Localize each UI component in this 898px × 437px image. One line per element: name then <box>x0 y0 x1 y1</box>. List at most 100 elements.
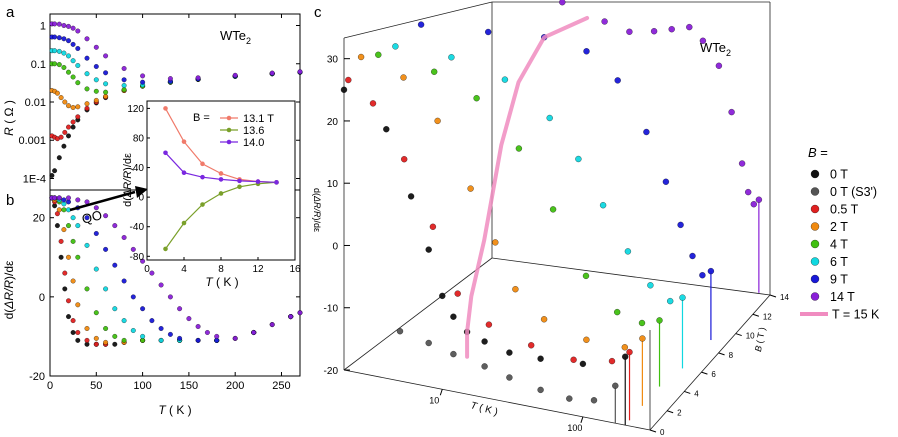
x-tick-label: 50 <box>90 380 102 392</box>
legend-marker <box>226 115 232 121</box>
data-point <box>639 335 646 342</box>
data-point <box>417 21 425 28</box>
legend-marker <box>810 274 820 284</box>
data-point <box>383 126 390 133</box>
data-point <box>745 188 752 196</box>
data-point <box>75 104 81 110</box>
data-point <box>84 86 90 92</box>
data-point <box>112 341 118 347</box>
panel-a-series <box>49 21 303 178</box>
data-point <box>93 77 99 83</box>
b-tick <box>769 294 777 298</box>
data-point <box>58 254 64 260</box>
data-point <box>570 356 577 363</box>
b-tick <box>666 410 674 414</box>
data-point <box>566 395 573 402</box>
data-point <box>103 81 109 87</box>
inset-series <box>163 106 279 252</box>
data-point <box>66 69 71 75</box>
data-point <box>121 66 127 71</box>
y-tick-label: 20 <box>33 213 45 225</box>
data-point <box>70 25 76 31</box>
data-point <box>52 48 58 54</box>
data-point <box>58 238 64 244</box>
data-point <box>61 197 67 203</box>
inset-point <box>163 150 168 156</box>
data-point <box>112 223 118 229</box>
b-tick-label: 14 <box>780 293 789 302</box>
data-point <box>61 227 67 233</box>
data-point <box>93 341 99 347</box>
data-point <box>93 97 99 103</box>
data-point <box>195 324 201 329</box>
data-point <box>49 173 55 178</box>
series-0-T-S3- <box>396 328 619 404</box>
series-14-T <box>49 21 303 82</box>
legend-label: 13.1 T <box>243 113 274 125</box>
inset-point <box>237 184 242 190</box>
data-point <box>84 71 90 77</box>
legend-label: 13.6 <box>243 125 264 137</box>
legend-marker <box>226 127 232 133</box>
data-point <box>269 322 275 328</box>
y-tick-label: 40 <box>133 163 145 174</box>
series-4-T <box>375 51 663 327</box>
series-2-T <box>357 53 646 351</box>
data-point <box>93 64 99 69</box>
data-point <box>546 114 553 122</box>
data-point <box>232 72 238 78</box>
data-point <box>396 328 404 335</box>
panel-a-material: WTe2 <box>220 28 251 46</box>
panel-a-y-ticks: 1 0.1 0.01 0.001 1E-4 <box>18 21 300 185</box>
panel-c-legend: B = 0 T 0 T (S3') 0.5 T 2 T 4 T 6 T 9 T 14 T T =… <box>800 145 880 322</box>
inset-x-label: T ( K ) <box>205 275 238 289</box>
data-point <box>75 46 81 51</box>
data-point <box>626 28 633 35</box>
y-tick-label: 0 <box>138 193 144 204</box>
data-point <box>75 80 81 86</box>
data-point <box>121 77 127 83</box>
data-point <box>454 290 461 297</box>
data-point <box>614 77 621 84</box>
legend-label: 0.5 T <box>830 203 859 217</box>
data-point <box>537 386 544 394</box>
panel-c-x-ticks: 10 100 <box>429 389 584 433</box>
inset-legend: B = 13.1 T13.614.0 <box>193 112 274 149</box>
data-point <box>75 197 81 203</box>
inset-y-ticks: -80 -40 0 40 80 120 <box>127 104 150 263</box>
panel-a-letter: a <box>6 4 15 21</box>
data-point <box>269 70 275 76</box>
b-tick-label: 2 <box>677 409 682 418</box>
data-point <box>103 213 109 219</box>
data-point <box>158 282 164 288</box>
data-point <box>473 95 480 102</box>
legend-marker <box>810 292 820 301</box>
inset-point <box>200 202 205 207</box>
qo-arrow: QO <box>69 186 148 227</box>
data-point <box>549 206 557 213</box>
data-point <box>103 93 109 99</box>
data-point <box>297 69 303 75</box>
data-point <box>84 36 90 42</box>
data-point <box>288 314 294 320</box>
data-point <box>93 44 99 50</box>
series-9-T <box>417 21 715 279</box>
data-point <box>738 160 746 167</box>
data-point <box>540 316 548 323</box>
data-point <box>528 342 535 349</box>
series-6-T <box>49 48 303 88</box>
x-tick-label: 0 <box>144 264 150 275</box>
data-point <box>56 21 62 27</box>
data-point <box>84 55 90 61</box>
data-point <box>392 43 399 50</box>
data-point <box>601 18 608 25</box>
data-point <box>450 313 457 320</box>
data-point <box>232 335 238 341</box>
data-point <box>75 254 81 260</box>
y-tick-label: 0.001 <box>18 135 46 147</box>
x-tick-label: 8 <box>218 264 224 275</box>
data-point <box>755 196 763 203</box>
b-tick-label: 6 <box>711 370 716 379</box>
y-tick-label: 0.1 <box>31 59 46 71</box>
